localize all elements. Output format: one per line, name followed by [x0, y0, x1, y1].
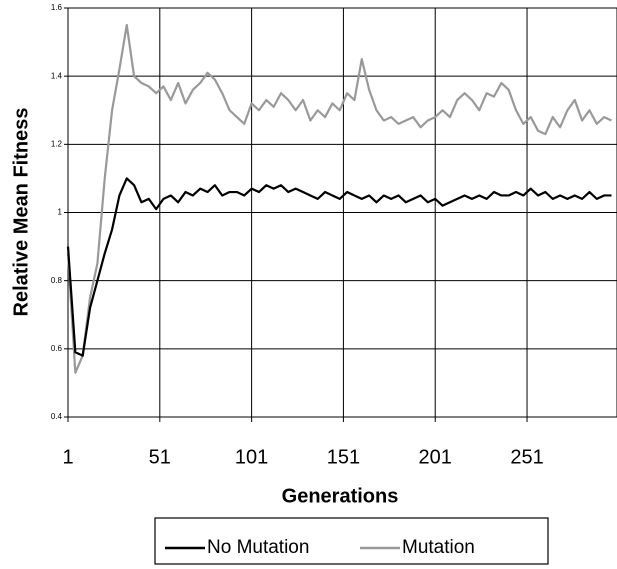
- x-axis-title: Generations: [282, 485, 399, 507]
- x-tick-label: 201: [419, 446, 452, 468]
- legend-box: [154, 517, 549, 565]
- y-tick-label: 1.6: [51, 3, 63, 12]
- legend-label: No Mutation: [207, 537, 309, 558]
- series-line: [66, 177, 612, 357]
- x-tick-label: 251: [510, 446, 543, 468]
- y-tick-label: 0.4: [51, 412, 63, 421]
- y-tick-label: 0.6: [51, 344, 63, 353]
- series-line: [66, 23, 612, 374]
- x-tick-label: 151: [327, 446, 360, 468]
- x-tick-label: 51: [149, 446, 171, 468]
- y-tick-label: 1.2: [51, 139, 63, 148]
- y-tick-label: 0.8: [51, 276, 63, 285]
- x-tick-label: 1: [62, 446, 73, 468]
- y-tick-label: 1.4: [51, 71, 63, 80]
- y-axis-title: Relative Mean Fitness: [10, 108, 32, 317]
- y-tick-label: 1: [58, 208, 63, 217]
- x-tick-label: 101: [235, 446, 268, 468]
- legend-label: Mutation: [402, 537, 475, 558]
